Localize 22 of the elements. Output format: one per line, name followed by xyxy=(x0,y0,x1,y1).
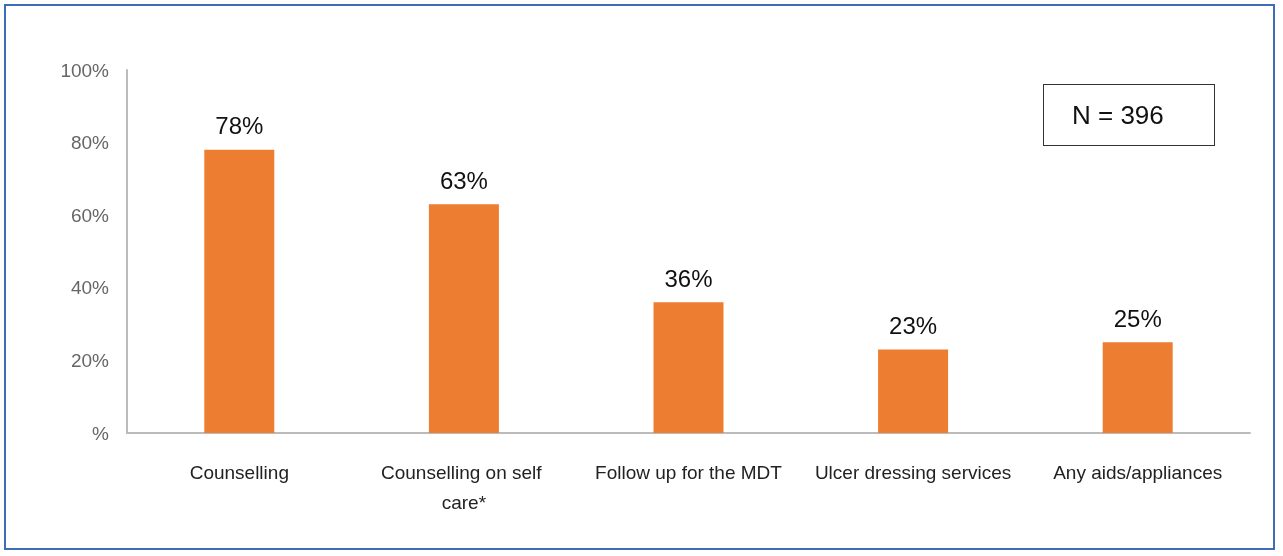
x-tick-label: Counselling on self care* xyxy=(380,461,547,513)
bar xyxy=(653,302,724,433)
y-tick-label: 80% xyxy=(70,132,110,154)
data-label: 23% xyxy=(889,312,938,340)
x-tick-label: Ulcer dressing services xyxy=(814,461,1012,483)
bar xyxy=(428,204,499,433)
x-tick-label: Any aids/appliances xyxy=(1053,461,1223,483)
data-label: 78% xyxy=(215,112,264,140)
bar xyxy=(204,149,275,433)
x-tick-label: Follow up for the MDT xyxy=(595,461,783,483)
y-tick-label: 40% xyxy=(70,277,110,299)
y-tick-label: % xyxy=(92,422,110,444)
bar xyxy=(878,349,949,433)
y-tick-label: 100% xyxy=(60,59,110,81)
y-tick-label: 60% xyxy=(70,204,110,226)
data-label: 25% xyxy=(1113,304,1162,332)
data-label: 36% xyxy=(664,264,713,292)
x-tick-label: Counselling xyxy=(189,461,289,483)
data-label: 63% xyxy=(439,166,488,194)
y-tick-label: 20% xyxy=(70,349,110,371)
annotation: N = 396 xyxy=(1043,84,1215,146)
bar xyxy=(1102,342,1173,433)
